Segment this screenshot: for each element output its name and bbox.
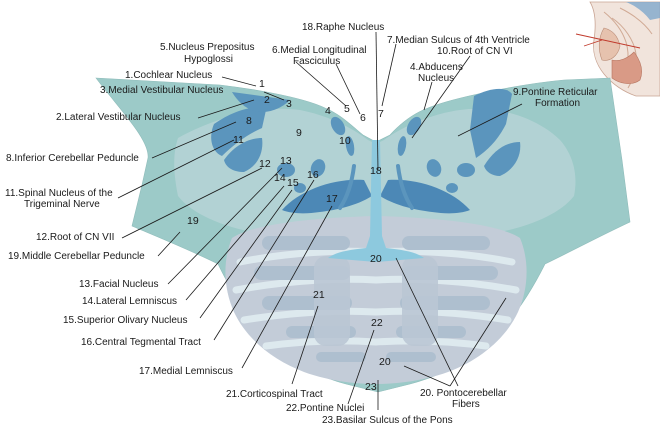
label-nucleus-prepositus: 5.Nucleus Prepositus Hypoglossi	[160, 42, 257, 65]
pontocerebellar-fiber-bands	[232, 247, 520, 350]
number-11: 11	[233, 134, 244, 146]
number-1: 1	[259, 78, 265, 90]
label-corticospinal-tract: 21.Corticospinal Tract	[226, 389, 323, 400]
label-abducens-nucleus: 4.Abducens Nucleus	[410, 62, 466, 84]
label-superior-olivary-nucleus: 15.Superior Olivary Nucleus	[63, 315, 188, 326]
number-16: 16	[307, 169, 319, 181]
number-9: 9	[296, 127, 302, 139]
number-12: 12	[259, 158, 271, 170]
medial-lemniscus	[282, 179, 470, 214]
number-18: 18	[370, 165, 382, 177]
cranial-nerve-roots	[338, 164, 414, 210]
label-root-cn-vii: 12.Root of CN VII	[36, 232, 114, 243]
number-8: 8	[246, 115, 252, 127]
label-median-sulcus: 7.Median Sulcus of 4th Ventricle	[387, 35, 530, 46]
number-10: 10	[339, 135, 351, 147]
number-20-upper: 20	[370, 253, 382, 265]
label-root-cn-vi: 10.Root of CN VI	[437, 46, 513, 57]
label-pontine-nuclei: 22.Pontine Nuclei	[286, 403, 364, 414]
label-lateral-vestibular-nucleus: 2.Lateral Vestibular Nucleus	[56, 112, 181, 123]
brain-inset-thumbnail	[575, 1, 660, 97]
label-spinal-nucleus-trigeminal: 11.Spinal Nucleus of the Trigeminal Nerv…	[5, 188, 115, 210]
number-19: 19	[187, 215, 199, 227]
spinal-trigeminal-nucleus	[224, 138, 263, 172]
corticospinal-tract-columns	[314, 256, 438, 346]
number-14: 14	[274, 172, 286, 184]
pontine-reticular-formation-right	[470, 88, 512, 158]
number-15: 15	[287, 177, 299, 189]
label-central-tegmental-tract: 16.Central Tegmental Tract	[81, 337, 201, 348]
number-3: 3	[286, 98, 292, 110]
right-peduncle	[484, 142, 521, 176]
number-17: 17	[326, 193, 338, 205]
label-pontine-reticular-formation: 9.Pontine Reticular Formation	[513, 87, 600, 109]
label-facial-nucleus: 13.Facial Nucleus	[79, 279, 158, 290]
number-7: 7	[378, 108, 384, 120]
label-lateral-lemniscus: 14.Lateral Lemniscus	[82, 296, 177, 307]
number-22: 22	[371, 317, 383, 329]
facial-olivary-nuclei	[277, 159, 475, 193]
lateral-vestibular-nucleus	[232, 92, 290, 112]
label-inferior-cerebellar-peduncle: 8.Inferior Cerebellar Peduncle	[6, 153, 139, 164]
raphe-band	[328, 140, 424, 262]
label-cochlear-nucleus: 1.Cochlear Nucleus	[125, 70, 212, 81]
number-2: 2	[264, 94, 270, 106]
number-20-lower: 20	[379, 356, 391, 368]
label-basilar-sulcus: 23.Basilar Sulcus of the Pons	[322, 415, 453, 426]
label-middle-cerebellar-peduncle: 19.Middle Cerebellar Peduncle	[8, 251, 145, 262]
inferior-cerebellar-peduncle	[211, 107, 266, 156]
leader-lines	[117, 31, 523, 410]
number-23: 23	[365, 381, 377, 393]
label-medial-lemniscus: 17.Medial Lemniscus	[139, 366, 233, 377]
label-medial-longitudinal-fasciculus: 6.Medial Longitudinal Fasciculus	[272, 45, 369, 67]
label-medial-vestibular-nucleus: 3.Medial Vestibular Nucleus	[100, 85, 223, 96]
number-6: 6	[360, 112, 366, 124]
structure-numbers: 1 2 3 4 5 6 7 8 9 10 11 12 13 14 15 16 1…	[187, 78, 391, 393]
number-21: 21	[313, 289, 325, 301]
structure-labels: 18.Raphe Nucleus 7.Median Sulcus of 4th …	[5, 22, 600, 426]
label-pontocerebellar-fibers: 20. Pontocerebellar Fibers	[420, 388, 510, 410]
number-4: 4	[325, 105, 331, 117]
number-13: 13	[280, 155, 292, 167]
label-raphe-nucleus: 18.Raphe Nucleus	[302, 22, 384, 33]
number-5: 5	[344, 103, 350, 115]
abducens-and-mlf-nuclei	[330, 116, 422, 156]
